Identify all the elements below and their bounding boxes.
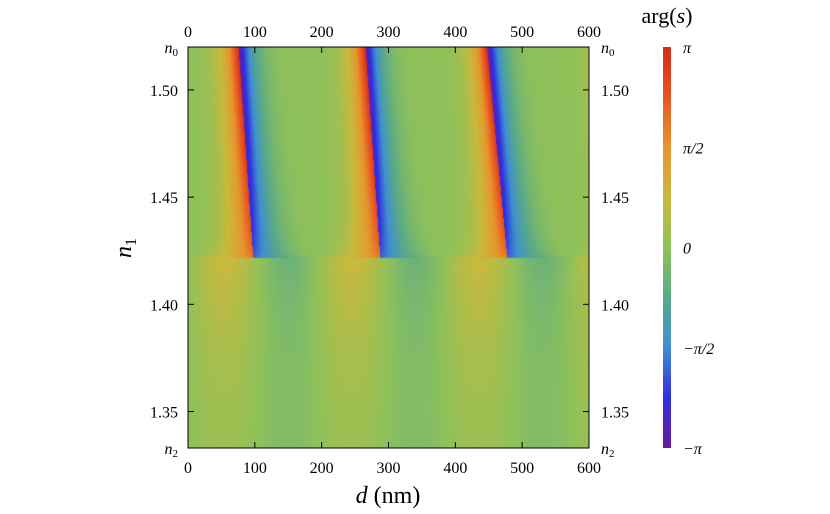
- y-tick-right-label: 1.50: [601, 83, 629, 100]
- x-tick-bottom-label: 300: [377, 460, 401, 477]
- y-tick-right-label: 1.35: [601, 405, 629, 422]
- x-tick-top-label: 200: [310, 24, 334, 41]
- y-edge-label-top-right: n0: [601, 40, 615, 59]
- y-tick-left-label: 1.45: [150, 190, 178, 207]
- y-edge-label-top-left: n0: [165, 40, 179, 59]
- axis-ticks: 0 100 200 300 400 500 600 0 100 200 300 400 500 600 1.…: [150, 24, 629, 477]
- x-tick-bottom-label: 600: [577, 460, 601, 477]
- colorbar-tick-label: π/2: [683, 140, 703, 157]
- plot-area: [187, 46, 590, 449]
- y-tick-right-label: 1.40: [601, 297, 629, 314]
- colorbar-tick-label: −π: [683, 441, 703, 458]
- x-tick-top-label: 300: [377, 24, 401, 41]
- y-axis-label: n1: [111, 238, 140, 258]
- x-tick-top-label: 400: [443, 24, 467, 41]
- y-edge-label-bottom-right: n2: [601, 441, 615, 460]
- colorbar: [663, 47, 671, 448]
- x-tick-top-label: 0: [184, 24, 192, 41]
- x-tick-bottom-label: 500: [510, 460, 534, 477]
- colorbar-ticks: π π/2 0 −π/2 −π: [683, 40, 714, 458]
- y-tick-right-label: 1.45: [601, 190, 629, 207]
- plot-frame: [187, 46, 590, 449]
- y-tick-left-label: 1.35: [150, 405, 178, 422]
- x-tick-bottom-label: 0: [184, 460, 192, 477]
- x-tick-bottom-label: 100: [243, 460, 267, 477]
- y-tick-left-label: 1.50: [150, 83, 178, 100]
- y-tick-left-label: 1.40: [150, 297, 178, 314]
- x-tick-bottom-label: 400: [443, 460, 467, 477]
- colorbar-tick-label: π: [683, 40, 692, 57]
- x-tick-top-label: 500: [510, 24, 534, 41]
- heatmap-canvas: [188, 47, 589, 448]
- y-edge-label-bottom-left: n2: [165, 441, 179, 460]
- x-tick-top-label: 600: [577, 24, 601, 41]
- x-tick-bottom-label: 200: [310, 460, 334, 477]
- colorbar-tick-label: 0: [683, 241, 691, 258]
- colorbar-tick-label: −π/2: [683, 341, 714, 358]
- colorbar-title: arg(s): [642, 3, 693, 28]
- x-axis-label: d (nm): [356, 483, 421, 509]
- x-tick-top-label: 100: [243, 24, 267, 41]
